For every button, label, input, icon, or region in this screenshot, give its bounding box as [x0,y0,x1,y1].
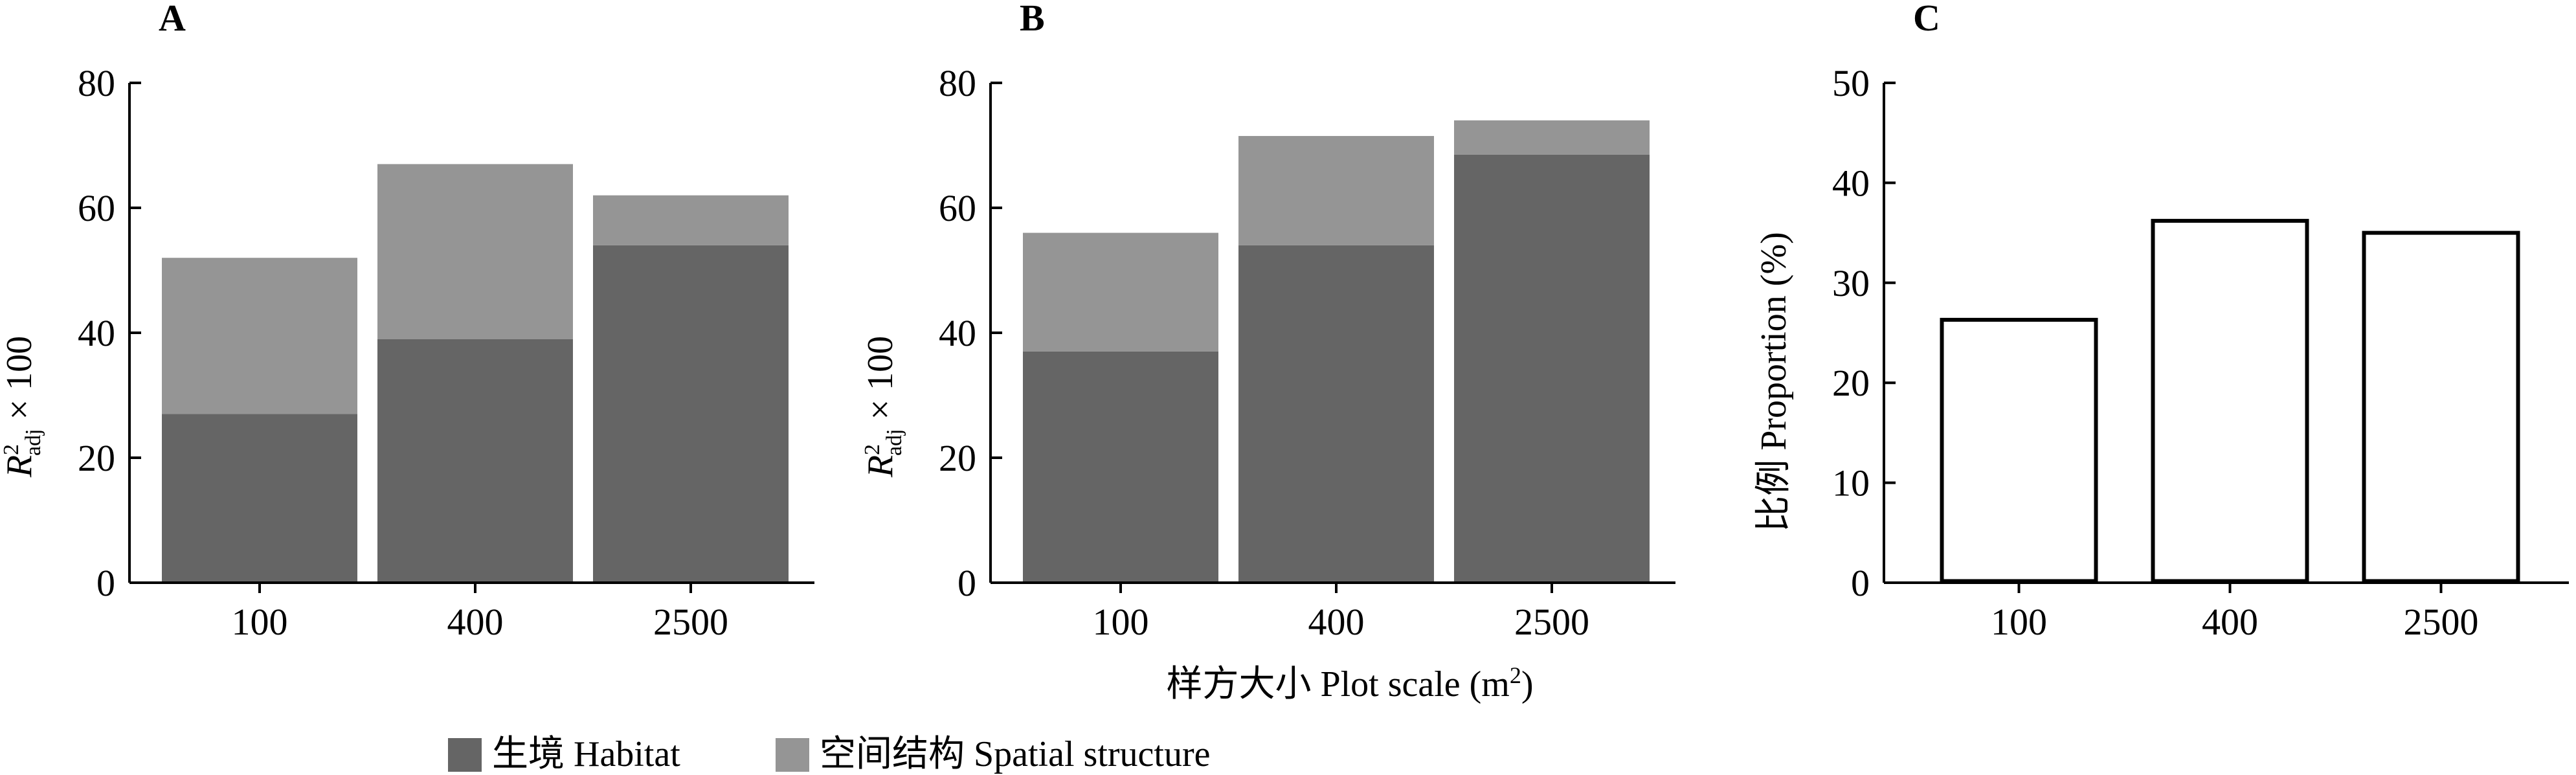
y-tick-label: 20 [1832,362,1870,404]
bar-spatial-100 [162,258,357,414]
y-tick-label: 50 [1832,62,1870,104]
y-tick-label: 10 [1832,462,1870,504]
bar-spatial-400 [377,164,573,339]
bar-habitat-2500 [593,245,789,583]
y-tick-label: 80 [939,62,976,104]
x-tick-label: 400 [447,601,504,643]
y-tick-label: 30 [1832,262,1870,304]
y-tick-label: 80 [78,62,115,104]
y-tick-label: 60 [78,187,115,229]
x-axis-label: 样方大小 Plot scale (m2) [1166,662,1533,704]
panel-c-label: C [1913,0,1940,39]
legend-label-spatial: 空间结构 Spatial structure [820,734,1210,774]
x-tick-label: 100 [1093,601,1149,643]
legend: 生境 Habitat 空间结构 Spatial structure [448,734,1210,774]
panel-c: C 0 10 20 30 40 50 100 400 2500 比例 Proportion (%… [1754,0,2569,643]
legend-swatch-habitat [448,738,482,772]
bar-habitat-100 [1023,351,1218,583]
bar-proportion-400 [2151,219,2309,583]
panel-c-ylabel: 比例 Proportion (%) [1754,232,1794,532]
panel-b-ylabel: R2adj × 100 [860,336,906,478]
x-tick-label: 100 [232,601,288,643]
bar-habitat-400 [377,339,573,583]
bar-spatial-400 [1238,136,1434,245]
bar-proportion-2500 [2362,230,2520,583]
legend-swatch-spatial [776,738,809,772]
y-tick-label: 0 [96,562,115,604]
panel-a-plot: 0 20 40 60 80 100 400 2500 [78,62,814,643]
panel-a-ylabel: R2adj × 100 [0,336,45,478]
bar-habitat-2500 [1454,154,1650,583]
y-tick-label: 60 [939,187,976,229]
x-tick-label: 400 [1308,601,1365,643]
bar-habitat-100 [162,414,357,583]
y-tick-label: 0 [958,562,976,604]
y-tick-label: 40 [939,312,976,354]
legend-label-habitat: 生境 Habitat [492,734,680,774]
x-tick-label: 2500 [1514,601,1589,643]
bar-spatial-100 [1023,232,1218,352]
y-tick-label: 20 [78,437,115,479]
x-tick-label: 100 [1991,601,2047,643]
bar-spatial-2500 [593,195,789,245]
bar-habitat-400 [1238,245,1434,583]
x-tick-label: 2500 [653,601,728,643]
y-tick-label: 40 [1832,162,1870,204]
panel-b-label: B [1020,0,1045,39]
bar-spatial-2500 [1454,120,1650,155]
panel-b-plot: 0 20 40 60 80 100 400 2500 [939,62,1675,643]
panel-b: B 0 20 40 60 80 100 400 2500 R2adj × 100 样方大小 P… [860,0,1675,704]
panel-a: A 0 20 40 60 80 100 400 2500 R2adj × 100 [0,0,814,643]
bar-proportion-100 [1940,317,2098,583]
x-tick-label: 2500 [2404,601,2479,643]
x-tick-label: 400 [2202,601,2258,643]
y-tick-label: 20 [939,437,976,479]
panel-c-plot: 0 10 20 30 40 50 100 400 2500 [1832,62,2569,643]
y-tick-label: 40 [78,312,115,354]
y-tick-label: 0 [1851,562,1870,604]
panel-a-label: A [159,0,186,39]
